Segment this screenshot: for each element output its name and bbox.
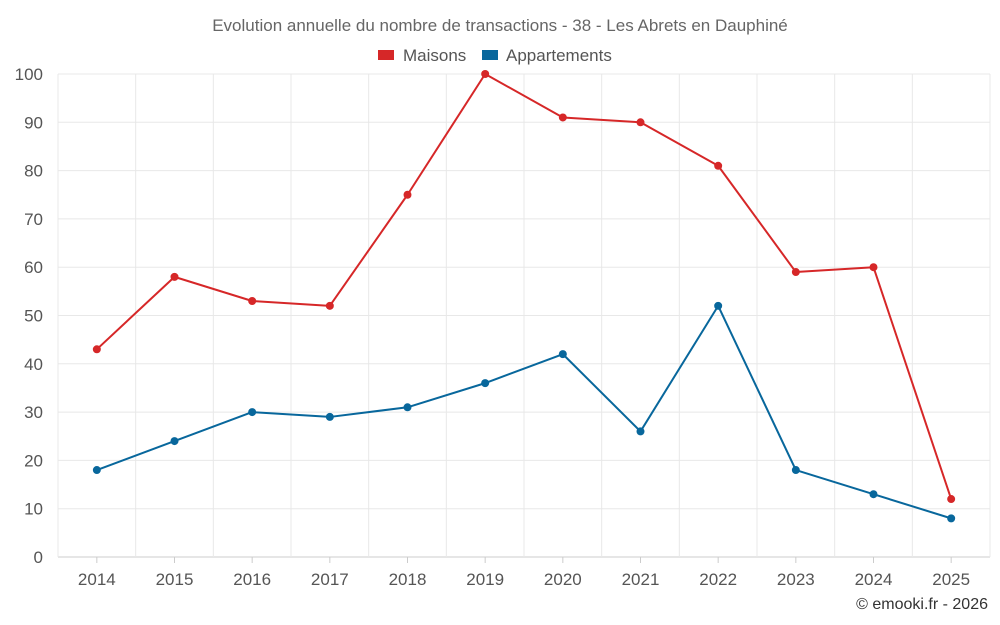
x-tick-label: 2021: [622, 570, 660, 589]
credit-text: © emooki.fr - 2026: [856, 596, 988, 613]
x-axis: 2014 2015 2016 2017 2018 2019 2020 2021 2022 2023…: [78, 557, 970, 589]
data-point-maisons: [92, 345, 101, 354]
data-point-appartements: [869, 490, 878, 499]
x-tick-label: 2025: [932, 570, 970, 589]
y-tick-label: 80: [24, 162, 43, 181]
series-line-appartements: [96, 304, 952, 520]
data-point-maisons: [325, 301, 334, 310]
y-tick-label: 10: [24, 500, 43, 519]
y-tick-label: 70: [24, 210, 43, 229]
data-point-maisons: [714, 161, 723, 170]
data-point-maisons: [248, 297, 257, 306]
chart-title: Evolution annuelle du nombre de transact…: [212, 16, 788, 35]
data-point-maisons: [869, 263, 878, 272]
data-point-appartements: [403, 403, 412, 412]
x-tick-label: 2014: [78, 570, 116, 589]
data-point-appartements: [947, 514, 956, 523]
data-point-maisons: [403, 190, 412, 199]
x-tick-label: 2019: [466, 570, 504, 589]
y-axis: 0 10 20 30 40 50 60 70 80 90 100: [15, 65, 43, 567]
data-point-maisons: [947, 495, 956, 504]
y-tick-label: 90: [24, 113, 43, 132]
data-point-appartements: [558, 350, 567, 359]
data-point-maisons: [558, 113, 567, 122]
legend-label-appartements: Appartements: [506, 46, 612, 65]
series-line-maisons: [96, 73, 953, 500]
x-tick-label: 2023: [777, 570, 815, 589]
y-tick-label: 60: [24, 258, 43, 277]
grid: [57, 73, 991, 558]
data-point-maisons: [636, 118, 645, 127]
legend-swatch-appartements: [482, 50, 498, 60]
x-tick-label: 2018: [389, 570, 427, 589]
data-point-appartements: [325, 412, 334, 421]
x-tick-label: 2020: [544, 570, 582, 589]
data-point-appartements: [170, 437, 179, 446]
data-point-appartements: [636, 427, 645, 436]
y-tick-label: 0: [34, 548, 43, 567]
x-tick-label: 2022: [699, 570, 737, 589]
data-point-appartements: [481, 379, 490, 388]
data-point-appartements: [92, 466, 101, 475]
data-point-appartements: [714, 301, 723, 310]
legend-label-maisons: Maisons: [403, 46, 466, 65]
data-point-maisons: [170, 272, 179, 281]
legend: Maisons Appartements: [378, 46, 612, 65]
data-point-maisons: [481, 70, 490, 78]
x-tick-label: 2017: [311, 570, 349, 589]
data-point-appartements: [248, 408, 257, 417]
legend-swatch-maisons: [378, 50, 394, 60]
data-point-appartements: [791, 466, 800, 475]
x-tick-label: 2015: [156, 570, 194, 589]
data-point-maisons: [791, 268, 800, 277]
x-tick-label: 2024: [855, 570, 893, 589]
y-tick-label: 30: [24, 403, 43, 422]
x-tick-label: 2016: [233, 570, 271, 589]
y-tick-label: 100: [15, 65, 43, 84]
y-tick-label: 50: [24, 307, 43, 326]
y-tick-label: 40: [24, 355, 43, 374]
y-tick-label: 20: [24, 451, 43, 470]
series: [92, 70, 956, 523]
